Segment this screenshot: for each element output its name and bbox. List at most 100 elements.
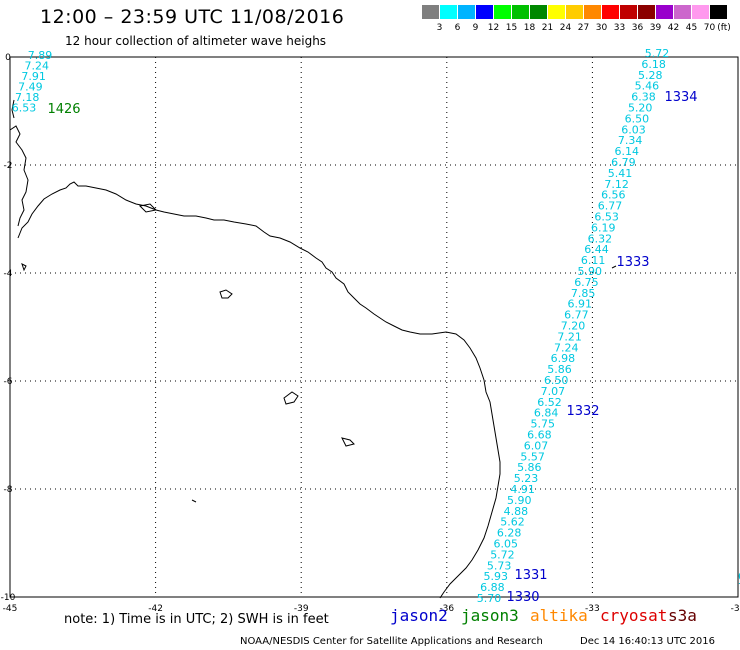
satellite-altika: altika bbox=[530, 606, 588, 625]
scale-label: 21 bbox=[541, 23, 554, 33]
lat-tick-label: -8 bbox=[4, 485, 13, 495]
scale-swatch bbox=[422, 5, 439, 19]
scale-label: 30 bbox=[595, 23, 608, 33]
scale-label: 12 bbox=[487, 23, 500, 33]
scale-swatch bbox=[494, 5, 511, 19]
scale-swatch bbox=[638, 5, 655, 19]
lon-tick-label: -39 bbox=[294, 604, 309, 614]
map-subtitle: 12 hour collection of altimeter wave hei… bbox=[65, 34, 327, 48]
island-5 bbox=[21, 263, 27, 272]
scale-label: 36 bbox=[631, 23, 644, 33]
scale-label: 3 bbox=[436, 23, 443, 33]
swh-value-label: 5.72 bbox=[490, 548, 515, 561]
swh-value-label: 7.34 bbox=[618, 134, 643, 147]
swh-value-label: 6.18 bbox=[641, 58, 666, 71]
swh-value-label: 5.72 bbox=[645, 47, 670, 60]
map-frame bbox=[9, 56, 739, 598]
satellite-jason3: jason3 bbox=[461, 606, 519, 625]
swh-value-label: 6.68 bbox=[527, 429, 552, 442]
lon-tick-label: -33 bbox=[585, 604, 600, 614]
scale-label: 24 bbox=[559, 23, 572, 33]
swh-value-label: 4.88 bbox=[504, 505, 529, 518]
pass-time-label: 1331 bbox=[514, 568, 547, 583]
lon-tick-label: -42 bbox=[148, 604, 163, 614]
swh-value-label: 6.14 bbox=[615, 145, 640, 158]
swh-value-label: 6.53 bbox=[594, 211, 619, 224]
pass-time-label: 1332 bbox=[566, 404, 599, 419]
swh-value-label: 5.46 bbox=[635, 80, 660, 93]
scale-label: 70 bbox=[703, 23, 716, 33]
swh-value-label: 5.20 bbox=[628, 102, 653, 115]
swh-value-label: 6.98 bbox=[551, 352, 576, 365]
swh-value-label: 7.12 bbox=[604, 178, 629, 191]
scale-unit: (ft) bbox=[717, 23, 731, 33]
scale-label: 15 bbox=[505, 23, 518, 33]
lon-tick-label: -30 bbox=[731, 604, 740, 614]
swh-value-label: 6.77 bbox=[564, 309, 589, 322]
lat-tick-label: -4 bbox=[4, 269, 13, 279]
swh-value-label: 7.24 bbox=[554, 341, 579, 354]
satellite-s3a: s3a bbox=[668, 606, 697, 625]
swh-value-label: 6.19 bbox=[591, 221, 616, 234]
swh-value-label: 6.07 bbox=[524, 439, 549, 452]
swh-value-label: 7.49 bbox=[18, 81, 43, 94]
swh-value-label: 5.23 bbox=[514, 472, 539, 485]
satellite-cryosat: cryosat bbox=[600, 606, 668, 625]
pass-time-label: 1330 bbox=[506, 590, 539, 605]
scale-label: 39 bbox=[649, 23, 662, 33]
swh-value-label: 6.38 bbox=[631, 91, 656, 104]
scale-label: 33 bbox=[613, 23, 626, 33]
coastline-brazil bbox=[17, 181, 501, 599]
satellite-jason2: jason2 bbox=[390, 606, 448, 625]
swh-value-label: 5.86 bbox=[517, 461, 542, 474]
scale-label: 27 bbox=[577, 23, 590, 33]
swh-value-label: 5.75 bbox=[531, 418, 556, 431]
swh-value-label: 5.73 bbox=[487, 559, 512, 572]
lon-tick-label: -45 bbox=[3, 604, 18, 614]
swh-value-label: 6.56 bbox=[601, 189, 626, 202]
swh-value-label: 7.89 bbox=[28, 49, 53, 62]
swh-value-label: 5.86 bbox=[547, 363, 572, 376]
scale-swatch bbox=[602, 5, 619, 19]
scale-swatch bbox=[692, 5, 709, 19]
graticule bbox=[10, 57, 738, 597]
pass-time-label: 1334 bbox=[664, 90, 697, 105]
scale-swatch bbox=[476, 5, 493, 19]
swh-value-label: 6.75 bbox=[574, 276, 599, 289]
swh-value-label: 5.90 bbox=[578, 265, 603, 278]
swh-value-label: 6.91 bbox=[567, 298, 592, 311]
swh-value-label: 6.84 bbox=[534, 407, 559, 420]
footer-credit: NOAA/NESDIS Center for Satellite Applica… bbox=[240, 636, 543, 647]
swh-value-label: 6.77 bbox=[598, 200, 623, 213]
lat-tick-label: -2 bbox=[4, 161, 13, 171]
swh-value-label: 6.05 bbox=[494, 538, 519, 551]
scale-swatch bbox=[440, 5, 457, 19]
swh-value-label: 6.53 bbox=[12, 102, 37, 115]
footer-timestamp: Dec 14 16:40:13 UTC 2016 bbox=[580, 636, 715, 647]
scale-swatch bbox=[458, 5, 475, 19]
swh-value-label: 6.88 bbox=[480, 581, 505, 594]
axis-tick-labels: -45 -42 -39 -36 -33 -30 0 -2 -4 -6 -8 -10 bbox=[1, 53, 740, 614]
scale-label: 6 bbox=[454, 23, 461, 33]
scale-swatch bbox=[584, 5, 601, 19]
island-1 bbox=[219, 289, 233, 299]
track-labels: 5.726.185.285.466.385.206.506.037.346.14… bbox=[12, 47, 740, 605]
swh-value-label: 7.18 bbox=[15, 91, 40, 104]
swh-value-label: 6.50 bbox=[625, 112, 650, 125]
island-3 bbox=[341, 437, 355, 447]
swh-value-label: 7.07 bbox=[541, 385, 566, 398]
track-marker bbox=[611, 265, 617, 269]
swh-value-label: 6.44 bbox=[584, 243, 609, 256]
swh-value-label: 6.28 bbox=[497, 527, 522, 540]
island-6 bbox=[191, 499, 197, 503]
pass-time-label: 1426 bbox=[47, 102, 80, 117]
coastline bbox=[9, 99, 617, 599]
scale-swatch bbox=[674, 5, 691, 19]
swh-value-label: 6.32 bbox=[588, 232, 613, 245]
swh-value-label: 5.70 bbox=[477, 592, 502, 605]
map-title: 12:00 – 23:59 UTC 11/08/2016 bbox=[40, 6, 345, 28]
swh-value-label: 7.24 bbox=[25, 60, 50, 73]
swh-value-label: 7 bbox=[738, 581, 740, 594]
scale-swatch bbox=[710, 5, 727, 19]
